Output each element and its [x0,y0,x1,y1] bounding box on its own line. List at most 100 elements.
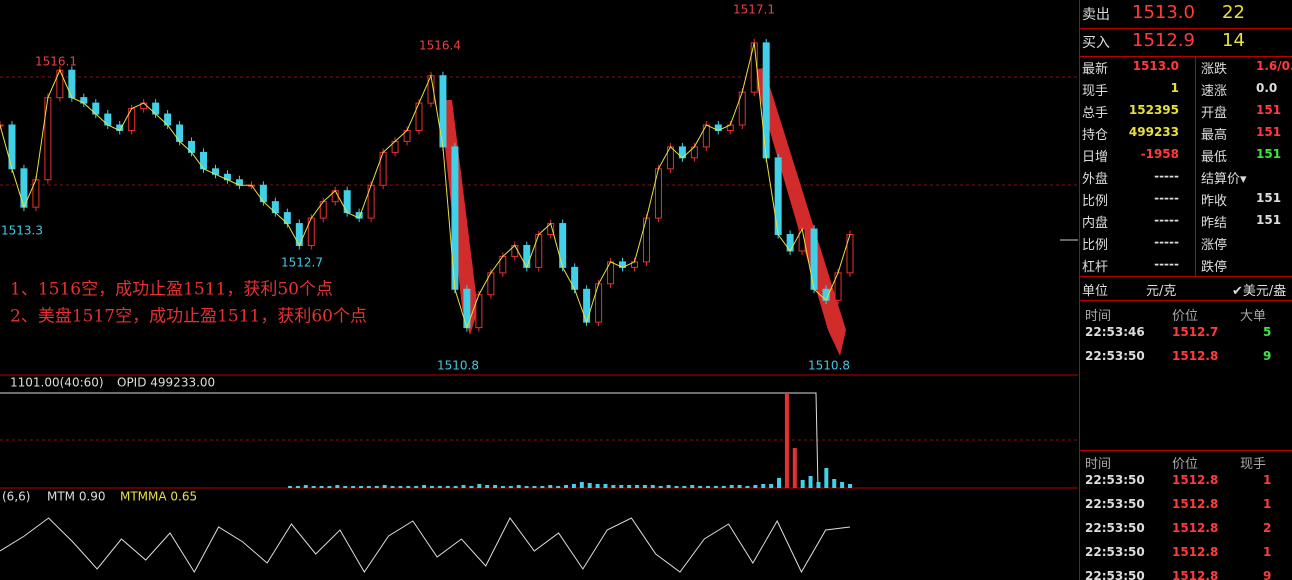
volume-bar [398,486,403,488]
volume-bar [437,486,442,488]
row-value: 151 [1256,213,1282,227]
arrow [752,68,846,356]
table-cell: 22:53:50 [1085,569,1145,580]
volume-bar [666,485,671,488]
row-label: 内盘 [1082,216,1109,231]
row-value: 1.6/0.1 [1256,59,1292,73]
price-label: 1513.3 [1,224,43,238]
table-cell: 1512.8 [1172,473,1219,487]
volume-bar [816,482,821,488]
table-cell: 1 [1263,497,1272,511]
table-cell: 22:53:50 [1085,473,1145,487]
volume-bar [406,486,411,488]
price-label: 1510.8 [437,359,479,373]
volume-bar [761,484,766,488]
volume-bar [303,485,308,488]
volume-bar [808,476,813,488]
table-cell: 2 [1263,521,1272,535]
table-cell: 9 [1263,569,1272,580]
volume-bar [500,486,505,488]
row-label: 外盘 [1082,172,1109,187]
volume-bar [721,486,726,488]
row-value: 499233 [1128,125,1179,139]
chart-area: 1516.1 1516.4 1517.1 1513.3 1512.7 1510.… [0,3,1078,574]
row-label: 日增 [1082,150,1109,165]
volume-bar [769,484,774,488]
row-label: 现手 [1082,84,1109,99]
unit-label: 单位 [1082,284,1109,299]
row-label: 跌停 [1201,260,1228,275]
row-value: ----- [1154,235,1179,249]
opid-line [0,392,819,489]
volume-bar [485,485,490,488]
volume-bar [524,486,529,488]
price-label: 1516.4 [419,39,461,53]
volume-bar [611,485,616,488]
volume-bar [832,479,837,488]
row-label: 结算价▾ [1201,172,1247,187]
table-header: 时间 [1085,457,1112,472]
table-cell: 9 [1263,349,1272,363]
volume-bar [579,482,584,488]
volume-bar [508,486,513,488]
separator [1080,300,1292,301]
volume-bar [516,485,521,488]
volume-bar [374,486,379,488]
volume-bar [658,486,663,488]
separator [1080,450,1292,451]
volume-bar [382,485,387,488]
table-header: 价位 [1172,309,1199,324]
volume-bar [327,486,332,488]
volume-bar [587,483,592,488]
volume-bar [619,485,624,488]
row-value: ----- [1154,213,1179,227]
volume-bar [698,486,703,488]
candle [0,124,4,127]
quote-price: 1512.9 [1132,30,1195,51]
volume-bar [335,485,340,488]
table-header: 大单 [1240,309,1267,324]
unit-option: ✔美元/盎 [1232,284,1287,299]
volume-bar [548,485,553,488]
quote-volume: 14 [1222,30,1245,51]
volume-bar [564,485,569,488]
volume-bar [351,486,356,488]
volume-bar [635,485,640,488]
row-label: 涨停 [1201,238,1228,253]
row-value: 151 [1256,191,1282,205]
quote-price: 1513.0 [1132,2,1195,23]
table-cell: 1 [1263,473,1272,487]
volume-bar [571,484,576,488]
volume-bar [627,485,632,488]
volume-bar [319,486,324,488]
volume-bar [674,486,679,488]
volume-bar [729,485,734,488]
volume-bar [753,485,758,488]
volume-bar [343,486,348,488]
row-label: 最新 [1082,62,1109,77]
volume-bar [824,468,829,488]
table-cell: 22:53:50 [1085,545,1145,559]
volume-bar [840,482,845,488]
row-label: 昨收 [1201,194,1228,209]
table-cell: 1512.7 [1172,325,1219,339]
table-header: 时间 [1085,309,1112,324]
volume-bar [642,485,647,488]
volume-bar [706,486,711,488]
separator [1080,56,1292,57]
separator [1080,276,1292,277]
volume-bar [469,486,474,488]
row-value: ----- [1154,191,1179,205]
volume-bar [713,486,718,488]
volume-bar [493,485,498,488]
table-header: 价位 [1172,457,1199,472]
volume-bar [311,486,316,488]
row-value: 0.0 [1256,81,1278,95]
row-label: 比例 [1082,238,1109,253]
mtm-line [0,517,851,574]
volume-bar [650,485,655,488]
row-label: 比例 [1082,194,1109,209]
row-label: 开盘 [1201,106,1228,121]
volume-bar [784,393,789,488]
